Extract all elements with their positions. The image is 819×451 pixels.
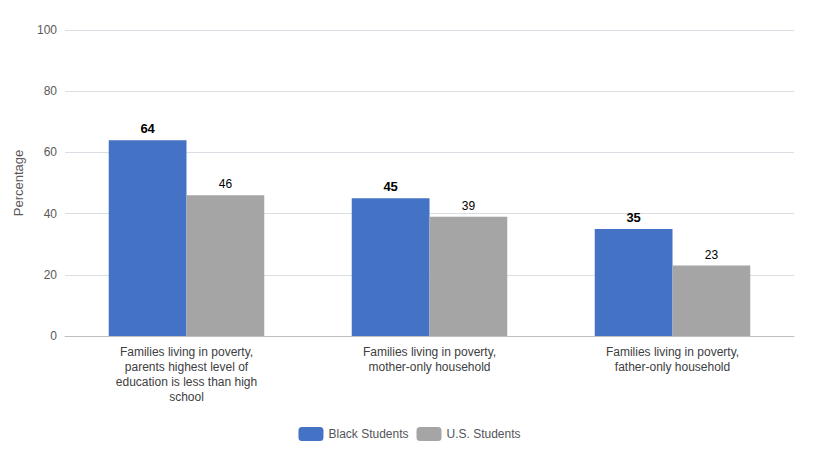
svg-text:Percentage: Percentage (11, 150, 26, 217)
svg-text:23: 23 (705, 248, 719, 262)
svg-text:mother-only household: mother-only household (368, 360, 490, 374)
svg-text:45: 45 (383, 179, 397, 194)
svg-text:school: school (169, 390, 204, 404)
svg-text:100: 100 (37, 23, 57, 37)
svg-text:U.S. Students: U.S. Students (447, 427, 521, 441)
svg-text:40: 40 (44, 207, 58, 221)
svg-text:39: 39 (462, 199, 476, 213)
svg-text:20: 20 (44, 268, 58, 282)
svg-text:80: 80 (44, 84, 58, 98)
svg-text:Families living in poverty,: Families living in poverty, (120, 345, 253, 359)
svg-text:Families living in poverty,: Families living in poverty, (606, 345, 739, 359)
svg-text:60: 60 (44, 145, 58, 159)
svg-text:64: 64 (140, 121, 155, 136)
svg-text:Black Students: Black Students (328, 427, 408, 441)
svg-text:education is less than high: education is less than high (116, 375, 257, 389)
svg-text:parents highest level of: parents highest level of (125, 360, 249, 374)
svg-text:father-only household: father-only household (615, 360, 730, 374)
svg-text:35: 35 (626, 210, 640, 225)
svg-text:46: 46 (219, 177, 233, 191)
svg-text:0: 0 (50, 329, 57, 343)
svg-text:Families living in poverty,: Families living in poverty, (363, 345, 496, 359)
